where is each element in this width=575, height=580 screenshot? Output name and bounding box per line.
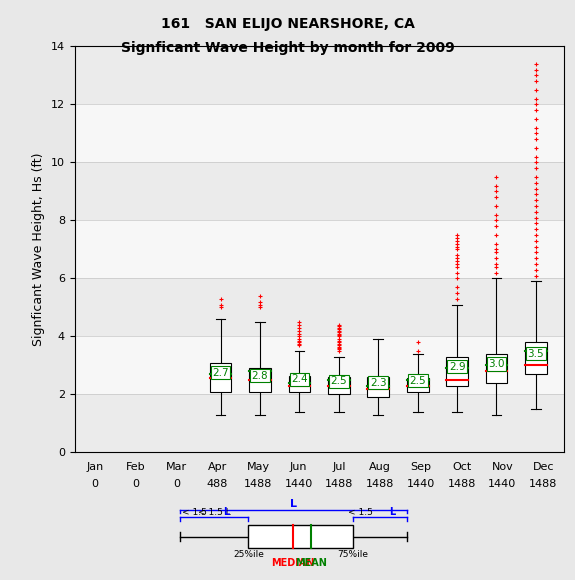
- Text: Aug: Aug: [369, 462, 391, 472]
- Bar: [75, 104, 564, 162]
- Text: < 1.5: < 1.5: [348, 508, 375, 517]
- Bar: [75, 278, 564, 336]
- Bar: [328, 377, 350, 394]
- Text: Mar: Mar: [166, 462, 187, 472]
- Text: 2.7: 2.7: [212, 368, 229, 378]
- Text: < 1.5: < 1.5: [182, 508, 209, 517]
- Text: 2.9: 2.9: [448, 362, 465, 372]
- Text: Feb: Feb: [126, 462, 145, 472]
- Bar: [75, 46, 564, 104]
- Text: L: L: [223, 506, 229, 517]
- Bar: [525, 342, 547, 374]
- Text: 0: 0: [173, 479, 180, 490]
- Bar: [486, 354, 507, 383]
- Text: Signficant Wave Height by month for 2009: Signficant Wave Height by month for 2009: [121, 41, 454, 55]
- Text: 488: 488: [206, 479, 228, 490]
- Text: 1488: 1488: [447, 479, 476, 490]
- Text: 2.3: 2.3: [370, 378, 386, 388]
- Bar: [75, 162, 564, 220]
- Bar: [75, 220, 564, 278]
- Text: 1488: 1488: [366, 479, 394, 490]
- Bar: [75, 336, 564, 394]
- Y-axis label: Signficant Wave Height, Hs (ft): Signficant Wave Height, Hs (ft): [32, 153, 45, 346]
- Bar: [289, 376, 310, 392]
- Bar: [75, 394, 564, 452]
- Bar: [210, 362, 231, 392]
- Text: Jun: Jun: [290, 462, 308, 472]
- Text: 25%ile: 25%ile: [233, 550, 264, 559]
- Bar: [367, 377, 389, 397]
- Text: 161   SAN ELIJO NEARSHORE, CA: 161 SAN ELIJO NEARSHORE, CA: [160, 17, 415, 31]
- Text: Jan: Jan: [86, 462, 104, 472]
- Text: L: L: [389, 506, 395, 517]
- Text: Nov: Nov: [492, 462, 513, 472]
- Text: 2.4: 2.4: [291, 374, 308, 384]
- Text: 0: 0: [91, 479, 99, 490]
- Text: 1488: 1488: [244, 479, 272, 490]
- Text: 0: 0: [132, 479, 139, 490]
- Bar: [248, 525, 353, 548]
- Text: 2.5: 2.5: [331, 376, 347, 386]
- Text: Sep: Sep: [411, 462, 431, 472]
- Text: < 1.5 L: < 1.5 L: [198, 508, 231, 517]
- Text: Oct: Oct: [452, 462, 472, 472]
- Text: MEAN: MEAN: [295, 558, 327, 568]
- Text: 1488: 1488: [325, 479, 354, 490]
- Text: 3.5: 3.5: [528, 349, 544, 359]
- Text: 2.5: 2.5: [409, 376, 426, 386]
- Text: L: L: [290, 499, 297, 509]
- Text: 1440: 1440: [285, 479, 313, 490]
- Text: Apr: Apr: [208, 462, 227, 472]
- Text: Dec: Dec: [532, 462, 554, 472]
- Text: 1488: 1488: [529, 479, 557, 490]
- Text: Jul: Jul: [333, 462, 346, 472]
- Text: 2.8: 2.8: [252, 371, 269, 380]
- Text: 3.0: 3.0: [488, 359, 505, 369]
- Text: MEDIAN: MEDIAN: [271, 558, 315, 568]
- Text: 1440: 1440: [407, 479, 435, 490]
- Bar: [407, 379, 428, 392]
- Text: 1440: 1440: [488, 479, 516, 490]
- Bar: [446, 357, 468, 386]
- Text: 75%ile: 75%ile: [338, 550, 369, 559]
- Bar: [249, 368, 271, 392]
- Text: May: May: [247, 462, 270, 472]
